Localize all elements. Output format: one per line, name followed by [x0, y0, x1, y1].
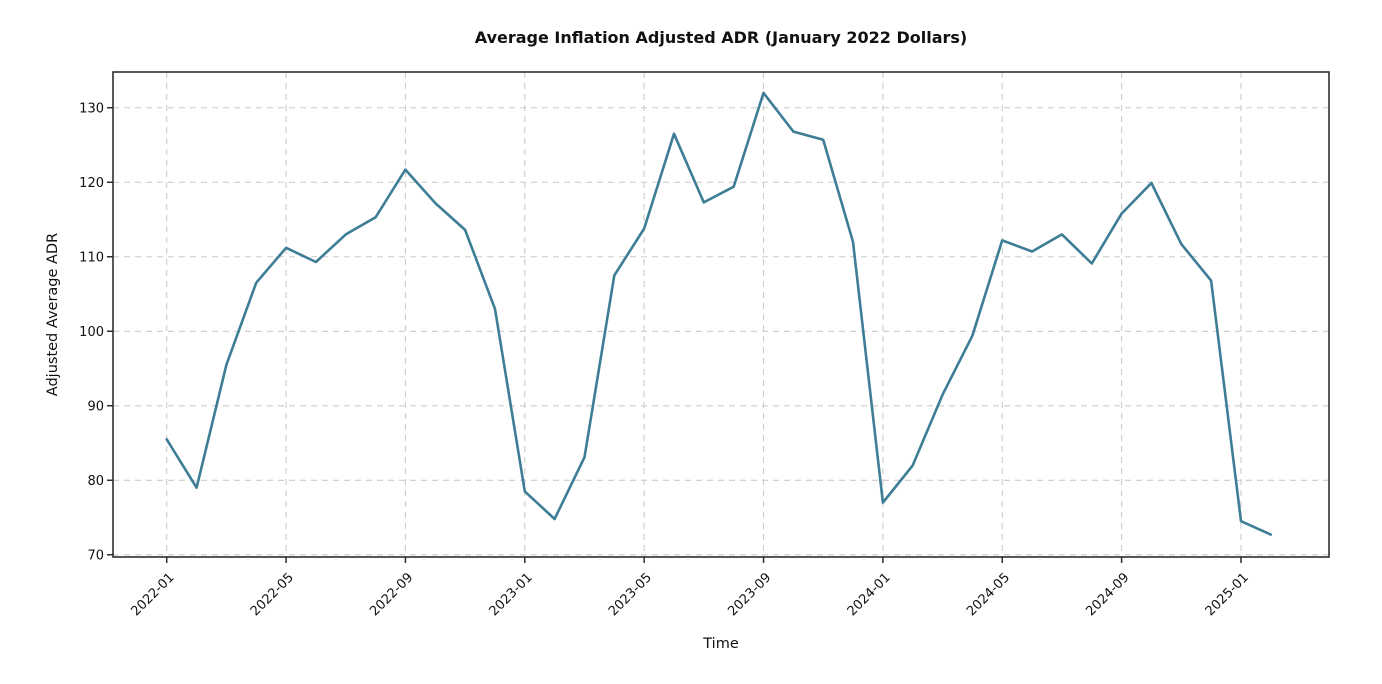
y-tick-label: 110 [79, 250, 104, 265]
x-tick-label: 2025-01 [1203, 570, 1252, 619]
x-axis-label: Time [702, 636, 739, 652]
y-tick-label: 100 [79, 325, 104, 340]
y-tick-label: 130 [79, 101, 104, 116]
x-tick-label: 2022-01 [129, 570, 178, 619]
plot-frame [112, 71, 1330, 558]
x-tick-label: 2022-05 [248, 570, 297, 619]
axis-ticks [107, 107, 1242, 563]
x-tick-labels: 2022-01 2022-05 2022-09 2023-01 2023-05 2023-… [129, 570, 1252, 619]
x-tick-label: 2024-05 [964, 570, 1013, 619]
x-tick-label: 2024-01 [845, 570, 894, 619]
x-tick-label: 2023-09 [725, 570, 774, 619]
y-tick-labels: 70 80 90 100 110 120 130 [79, 101, 104, 563]
adr-line-series [165, 91, 1273, 536]
y-tick-label: 70 [87, 548, 104, 563]
y-axis-label: Adjusted Average ADR [45, 233, 61, 396]
x-tick-label: 2023-05 [606, 570, 655, 619]
y-tick-label: 90 [87, 399, 104, 414]
x-tick-label: 2022-09 [367, 570, 416, 619]
gridlines [113, 72, 1329, 557]
x-tick-label: 2024-09 [1083, 570, 1132, 619]
x-tick-label: 2023-01 [487, 570, 536, 619]
chart-title: Average Inflation Adjusted ADR (January … [475, 28, 967, 47]
y-tick-label: 120 [79, 176, 104, 191]
y-tick-label: 80 [87, 474, 104, 489]
